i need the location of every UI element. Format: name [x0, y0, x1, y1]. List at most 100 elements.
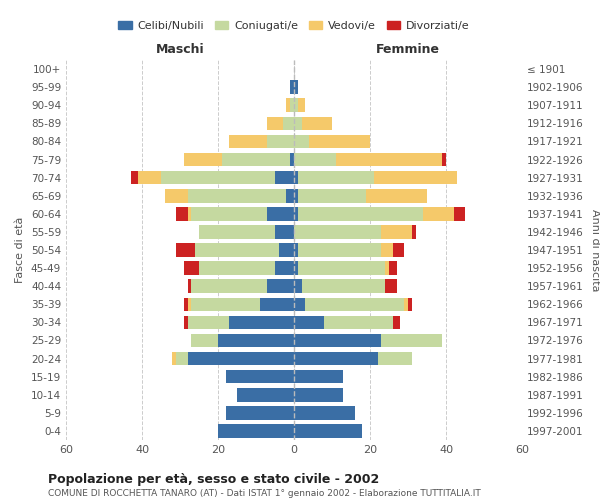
Bar — [176, 207, 188, 220]
Bar — [184, 298, 188, 311]
Bar — [302, 280, 385, 293]
Bar — [188, 316, 229, 329]
Bar — [294, 280, 302, 293]
Bar — [290, 152, 294, 166]
Bar — [294, 80, 298, 94]
Bar — [294, 134, 309, 148]
Bar — [305, 298, 404, 311]
Bar — [412, 225, 416, 238]
Bar — [131, 171, 138, 184]
Bar — [389, 262, 397, 275]
Bar — [302, 116, 332, 130]
Bar — [161, 171, 275, 184]
Bar — [382, 225, 412, 238]
Bar — [138, 171, 161, 184]
Bar — [286, 189, 294, 202]
Text: Popolazione per età, sesso e stato civile - 2002: Popolazione per età, sesso e stato civil… — [48, 472, 379, 486]
Bar — [191, 207, 268, 220]
Bar — [298, 262, 385, 275]
Bar — [298, 98, 305, 112]
Bar — [298, 207, 423, 220]
Bar — [188, 298, 191, 311]
Text: Femmine: Femmine — [376, 44, 440, 57]
Bar — [374, 171, 457, 184]
Bar — [184, 262, 199, 275]
Bar — [294, 370, 343, 384]
Bar — [294, 207, 298, 220]
Bar — [218, 424, 294, 438]
Bar — [229, 316, 294, 329]
Bar — [191, 298, 260, 311]
Bar — [294, 424, 362, 438]
Bar — [268, 207, 294, 220]
Bar — [165, 189, 188, 202]
Bar — [294, 334, 382, 347]
Bar — [309, 134, 370, 148]
Bar — [275, 262, 294, 275]
Bar — [191, 280, 268, 293]
Bar — [195, 243, 279, 257]
Bar — [222, 152, 290, 166]
Bar — [454, 207, 465, 220]
Bar — [298, 189, 366, 202]
Bar — [199, 262, 275, 275]
Bar — [294, 262, 298, 275]
Bar — [294, 189, 298, 202]
Bar — [268, 116, 283, 130]
Bar — [290, 80, 294, 94]
Bar — [382, 334, 442, 347]
Bar — [275, 171, 294, 184]
Bar — [377, 352, 412, 366]
Bar — [366, 189, 427, 202]
Bar — [298, 243, 382, 257]
Bar — [385, 262, 389, 275]
Bar — [226, 406, 294, 419]
Bar — [260, 298, 294, 311]
Bar — [294, 316, 325, 329]
Bar — [184, 152, 222, 166]
Bar — [218, 334, 294, 347]
Bar — [279, 243, 294, 257]
Bar — [442, 152, 446, 166]
Bar — [226, 370, 294, 384]
Bar — [294, 298, 305, 311]
Bar — [268, 280, 294, 293]
Bar — [275, 225, 294, 238]
Bar — [188, 352, 294, 366]
Legend: Celibi/Nubili, Coniugati/e, Vedovi/e, Divorziati/e: Celibi/Nubili, Coniugati/e, Vedovi/e, Di… — [114, 16, 474, 35]
Bar — [404, 298, 408, 311]
Bar — [176, 352, 188, 366]
Bar — [229, 134, 268, 148]
Bar — [283, 116, 294, 130]
Bar — [294, 225, 382, 238]
Text: COMUNE DI ROCCHETTA TANARO (AT) - Dati ISTAT 1° gennaio 2002 - Elaborazione TUTT: COMUNE DI ROCCHETTA TANARO (AT) - Dati I… — [48, 489, 481, 498]
Text: Maschi: Maschi — [155, 44, 205, 57]
Bar — [176, 243, 195, 257]
Bar — [382, 243, 393, 257]
Bar — [325, 316, 393, 329]
Bar — [290, 98, 294, 112]
Bar — [188, 207, 191, 220]
Bar — [188, 280, 191, 293]
Bar — [336, 152, 442, 166]
Bar — [188, 189, 286, 202]
Y-axis label: Fasce di età: Fasce di età — [16, 217, 25, 283]
Bar — [298, 171, 374, 184]
Bar — [191, 334, 218, 347]
Bar — [393, 243, 404, 257]
Bar — [237, 388, 294, 402]
Bar — [385, 280, 397, 293]
Bar — [199, 225, 275, 238]
Bar — [268, 134, 294, 148]
Bar — [423, 207, 454, 220]
Bar — [294, 116, 302, 130]
Bar — [286, 98, 290, 112]
Bar — [294, 243, 298, 257]
Bar — [294, 98, 298, 112]
Bar — [408, 298, 412, 311]
Bar — [393, 316, 400, 329]
Y-axis label: Anni di nascita: Anni di nascita — [590, 209, 600, 291]
Bar — [294, 152, 336, 166]
Bar — [294, 171, 298, 184]
Bar — [184, 316, 188, 329]
